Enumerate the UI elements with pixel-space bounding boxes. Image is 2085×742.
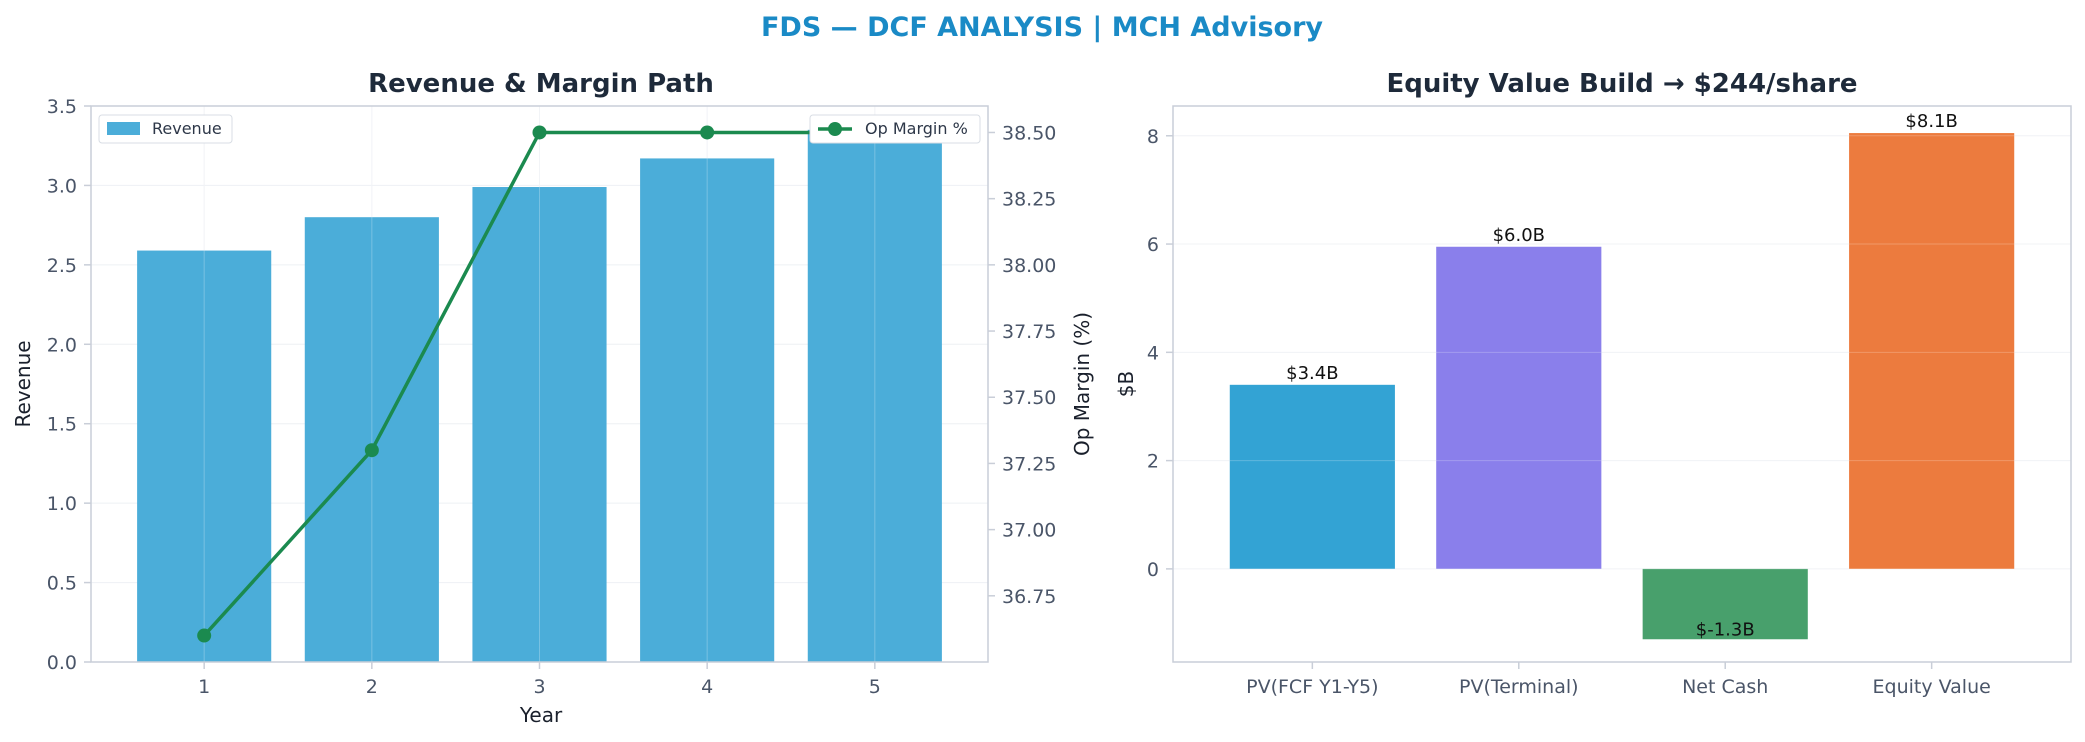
chart2-axes (1172, 105, 2072, 663)
xtick-label: 3 (533, 676, 545, 698)
ytick-label: 4 (1147, 342, 1159, 364)
y2tick-label: 37.25 (1002, 453, 1056, 475)
ytick-label: 3.5 (47, 96, 77, 118)
y2tick-label: 37.75 (1002, 321, 1056, 343)
margin-point (364, 443, 379, 458)
revenue-bar (640, 158, 775, 662)
equity-bar (1229, 384, 1395, 569)
chart2-frame (1172, 105, 2072, 663)
xtick-label: 1 (198, 676, 210, 698)
y2tick-label: 37.00 (1002, 520, 1056, 542)
xtick-label: Net Cash (1682, 676, 1768, 698)
xtick-label: PV(FCF Y1-Y5) (1246, 676, 1378, 698)
margin-point (700, 125, 715, 140)
ytick-label: 8 (1147, 126, 1159, 148)
data-label: $3.4B (1286, 363, 1338, 384)
equity-bar (1642, 568, 1808, 640)
chart2-bars (1173, 133, 2071, 640)
xtick-label: 2 (366, 676, 378, 698)
equity-value-chart: 0 2 4 6 8 PV(FCF Y1-Y5) PV(Terminal) Net Cash Eq… (1114, 69, 2072, 698)
y2tick-label: 38.50 (1002, 122, 1056, 144)
legend-label-revenue: Revenue (152, 119, 222, 138)
chart1-y2label: Op Margin (%) (1070, 312, 1094, 456)
data-label: $-1.3B (1696, 619, 1755, 640)
equity-bar (1849, 133, 2015, 569)
revenue-bar (472, 187, 607, 662)
ytick-label: 3.0 (47, 175, 77, 197)
figure-suptitle: FDS — DCF ANALYSIS | MCH Advisory (761, 12, 1323, 43)
ytick-label: 2.0 (47, 334, 77, 356)
ytick-label: 6 (1147, 234, 1159, 256)
chart2-ylabel: $B (1114, 371, 1138, 397)
ytick-label: 1.0 (47, 493, 77, 515)
data-label: $6.0B (1493, 225, 1545, 246)
chart1-legend-revenue: Revenue (98, 114, 233, 144)
chart1-legend-margin: Op Margin % (809, 114, 981, 144)
chart1-ticks: 0.0 0.5 1.0 1.5 2.0 2.5 3.0 3.5 36.75 37.00 37.25 3… (47, 96, 1057, 698)
y2tick-label: 36.75 (1002, 586, 1056, 608)
chart2-title: Equity Value Build → $244/share (1386, 69, 1857, 99)
ytick-label: 2.5 (47, 255, 77, 277)
equity-bar (1436, 246, 1602, 569)
legend-marker-margin (828, 122, 842, 136)
ytick-label: 0.0 (47, 652, 77, 674)
legend-box (809, 114, 981, 144)
chart1-title: Revenue & Margin Path (368, 69, 714, 99)
xtick-label: Equity Value (1873, 676, 1991, 698)
data-label: $8.1B (1905, 111, 1957, 132)
chart1-ylabel: Revenue (11, 340, 35, 427)
y2tick-label: 37.50 (1002, 387, 1056, 409)
chart1-bars (137, 106, 942, 663)
legend-label-margin: Op Margin % (865, 119, 968, 138)
margin-point (197, 628, 212, 643)
chart2-data-labels: $3.4B $6.0B $-1.3B $8.1B (1286, 111, 1958, 640)
xtick-label: 4 (701, 676, 713, 698)
y2tick-label: 38.00 (1002, 255, 1056, 277)
ytick-label: 0.5 (47, 573, 77, 595)
ytick-label: 1.5 (47, 414, 77, 436)
ytick-label: 2 (1147, 451, 1159, 473)
chart2-ticks: 0 2 4 6 8 PV(FCF Y1-Y5) PV(Terminal) Net Cash Eq… (1147, 126, 1991, 698)
ytick-label: 0 (1147, 559, 1159, 581)
margin-point (532, 125, 547, 140)
xtick-label: 5 (869, 676, 881, 698)
revenue-bar (304, 217, 439, 662)
chart1-xlabel: Year (519, 703, 563, 727)
xtick-label: PV(Terminal) (1459, 676, 1579, 698)
legend-swatch-revenue (107, 122, 140, 135)
y2tick-label: 38.25 (1002, 189, 1056, 211)
revenue-bar (137, 250, 272, 662)
revenue-bar (807, 129, 942, 663)
revenue-margin-chart: 0.0 0.5 1.0 1.5 2.0 2.5 3.0 3.5 36.75 37.00 37.25 3… (11, 69, 1094, 727)
